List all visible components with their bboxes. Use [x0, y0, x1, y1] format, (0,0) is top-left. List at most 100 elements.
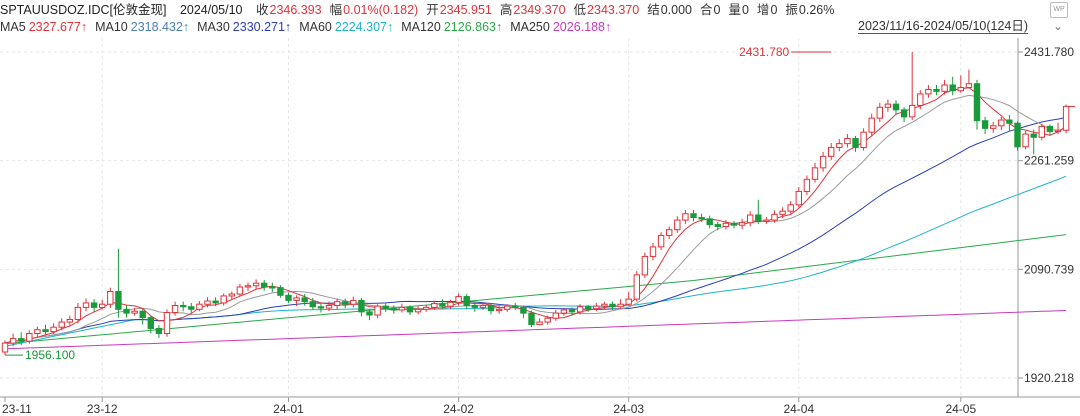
quote-date: 2024/05/10: [179, 3, 243, 17]
candle-body: [66, 319, 73, 323]
ma-legend-item: MA5 2327.677↑: [0, 19, 87, 35]
candle-body: [285, 294, 292, 301]
quote-field-value: 0.000: [660, 3, 692, 17]
candle-body: [495, 308, 503, 312]
candle-body: [998, 119, 1005, 127]
candle-body: [1062, 105, 1070, 131]
candle-body: [236, 286, 244, 295]
candle-body: [747, 214, 754, 224]
candle-body: [358, 299, 365, 313]
quote-field-value: 0: [713, 3, 721, 17]
candle-body: [342, 301, 349, 305]
candle-body: [26, 333, 33, 342]
quote-header: SPTAUUSDOZ.IDC[伦敦金现] 2024/05/10 收2346.39…: [0, 2, 842, 18]
quote-field-value: 2345.951: [439, 3, 492, 17]
ma-legend-label: MA250: [510, 20, 550, 34]
ma-legend: MA5 2327.677↑ MA10 2318.432↑ MA30 2330.271↑ MA…: [0, 19, 619, 35]
candle-body: [682, 213, 689, 221]
wp-icon[interactable]: WP: [1050, 2, 1068, 18]
quote-field-value: 0: [741, 3, 749, 17]
candle-body: [463, 296, 470, 306]
candle-body: [941, 84, 948, 92]
candle-body: [795, 190, 802, 206]
candle-body: [228, 293, 236, 297]
candle-body: [1, 342, 9, 353]
y-tick-label: 2261.259: [1024, 154, 1074, 168]
candle-body: [771, 213, 778, 221]
candle-body: [139, 310, 146, 319]
x-tick-label: 24-05: [945, 402, 976, 416]
date-range-label[interactable]: 2023/11/16-2024/05/10(124日): [858, 19, 1029, 34]
candle-body: [674, 219, 681, 231]
candle-body: [641, 255, 649, 276]
candle-body: [504, 305, 511, 310]
candle-body: [657, 234, 665, 248]
quote-field-label: 高: [499, 3, 513, 17]
quote-field-label: 低: [573, 3, 587, 17]
candle-body: [204, 300, 211, 305]
quote-field-label: 幅: [329, 3, 343, 17]
candle-body: [860, 131, 867, 148]
ma-legend-item: MA10 2318.432↑: [95, 19, 189, 35]
candle-body: [836, 143, 843, 148]
x-tick-label: 24-03: [613, 402, 644, 416]
candle-body: [90, 302, 98, 308]
candle-body: [633, 274, 640, 300]
candle-body: [755, 214, 762, 222]
candle-body: [196, 303, 203, 310]
candle-body: [398, 306, 406, 311]
candle-body: [512, 305, 519, 308]
candle-body: [763, 219, 770, 222]
candle-body: [779, 210, 786, 215]
candle-body: [261, 282, 268, 288]
candle-body: [925, 88, 932, 95]
candle-body: [1038, 125, 1045, 138]
quote-field-label: 合: [699, 3, 713, 17]
ma-legend-item: MA60 2224.307↑: [299, 19, 393, 35]
candle-body: [325, 304, 333, 309]
candle-body: [155, 327, 163, 335]
candle-body: [520, 306, 527, 314]
candle-body: [981, 120, 989, 129]
candle-body: [536, 321, 543, 326]
candle-body: [568, 309, 576, 313]
y-tick-label: 2090.739: [1024, 262, 1074, 276]
quote-field-label: 收: [255, 3, 269, 17]
ma30-line: [4, 116, 1067, 344]
candle-body: [18, 338, 25, 342]
candle-body: [900, 109, 908, 118]
ma250-line: [4, 310, 1067, 350]
quote-field-value: 2343.370: [587, 3, 640, 17]
candle-body: [58, 321, 65, 328]
candle-body: [666, 229, 673, 236]
candle-body: [269, 286, 276, 289]
candle-body: [455, 296, 462, 303]
chevron-down-icon[interactable]: ⌄: [1052, 19, 1064, 33]
candle-body: [868, 117, 875, 133]
candle-body: [180, 304, 187, 308]
date-range-selector[interactable]: 2023/11/16-2024/05/10(124日): [858, 18, 1053, 34]
candle-body: [317, 306, 325, 309]
candle-body: [171, 304, 179, 314]
y-tick-label: 2431.780: [1024, 45, 1074, 59]
candle-body: [220, 295, 227, 304]
ma120-line: [4, 234, 1067, 345]
candle-body: [423, 306, 430, 310]
max-price-label: 2431.780: [739, 45, 789, 59]
candle-body: [212, 300, 219, 304]
candle-body: [366, 311, 373, 316]
ma-legend-label: MA60: [299, 20, 332, 34]
candle-body: [933, 88, 940, 92]
candle-body: [252, 282, 260, 287]
candle-body: [884, 103, 892, 108]
candle-body: [957, 87, 964, 92]
candle-body: [439, 303, 446, 307]
candle-body: [722, 222, 730, 227]
ma-legend-value: 2224.307↑: [334, 20, 394, 34]
candle-body: [42, 329, 49, 333]
candle-body: [74, 306, 82, 321]
candle-body: [819, 155, 827, 169]
candle-body: [601, 303, 608, 307]
ma-legend-label: MA10: [95, 20, 128, 34]
